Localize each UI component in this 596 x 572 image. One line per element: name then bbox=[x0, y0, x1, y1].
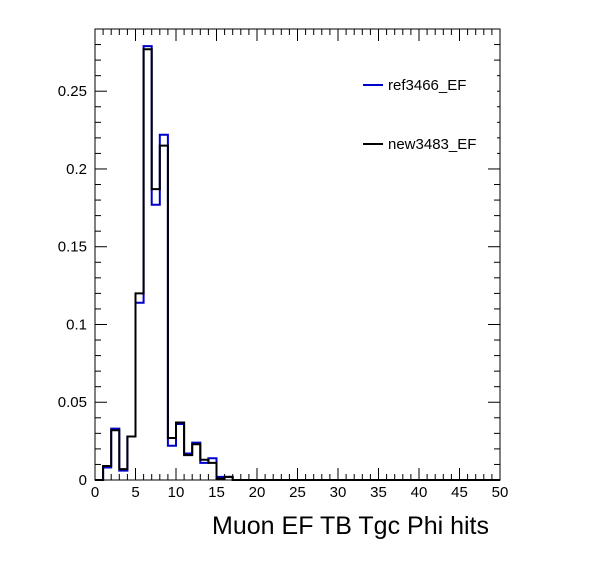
x-tick-label: 40 bbox=[411, 484, 428, 501]
x-tick-label: 0 bbox=[91, 484, 99, 501]
series-layer bbox=[95, 45, 500, 481]
x-tick-label: 15 bbox=[208, 484, 225, 501]
x-tick-label: 25 bbox=[289, 484, 306, 501]
x-tick-label: 50 bbox=[492, 484, 509, 501]
histogram-series-new bbox=[95, 48, 500, 481]
x-tick-label: 5 bbox=[131, 484, 139, 501]
legend: ref3466_EF new3483_EF bbox=[355, 68, 497, 168]
x-axis-title: Muon EF TB Tgc Phi hits bbox=[212, 512, 489, 540]
x-tick-label: 30 bbox=[330, 484, 347, 501]
y-tick-label: 0.1 bbox=[66, 316, 87, 333]
x-axis: 0 5 10 15 20 25 30 35 40 45 50 bbox=[91, 29, 509, 501]
y-tick-label: 0.15 bbox=[58, 239, 87, 256]
x-tick-label: 20 bbox=[249, 484, 266, 501]
x-tick-label: 35 bbox=[370, 484, 387, 501]
y-tick-label: 0 bbox=[79, 472, 87, 489]
legend-label-ref: ref3466_EF bbox=[388, 77, 466, 94]
y-tick-label: 0.05 bbox=[58, 394, 87, 411]
x-tick-label: 10 bbox=[168, 484, 185, 501]
x-tick-label: 45 bbox=[451, 484, 468, 501]
y-tick-label: 0.2 bbox=[66, 161, 87, 178]
legend-label-new: new3483_EF bbox=[388, 136, 476, 153]
y-tick-label: 0.25 bbox=[58, 83, 87, 100]
